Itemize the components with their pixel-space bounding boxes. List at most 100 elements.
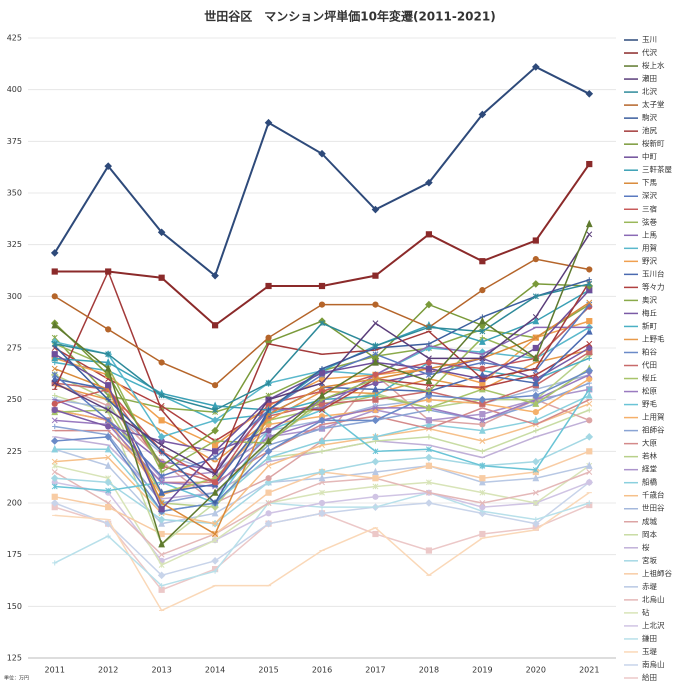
marker xyxy=(425,365,433,372)
marker xyxy=(585,461,593,469)
marker xyxy=(265,462,272,469)
marker xyxy=(265,282,272,290)
marker xyxy=(51,469,58,475)
marker xyxy=(157,433,166,441)
marker xyxy=(425,499,433,507)
marker xyxy=(265,436,272,445)
marker xyxy=(372,404,379,411)
marker xyxy=(319,380,325,387)
marker xyxy=(51,380,58,387)
marker xyxy=(586,299,593,306)
legend-label: 上祖師谷 xyxy=(642,568,672,578)
marker xyxy=(157,515,166,524)
marker xyxy=(425,420,433,428)
legend-label: 経堂 xyxy=(642,464,657,474)
marker xyxy=(372,385,379,393)
marker xyxy=(532,466,539,473)
marker xyxy=(532,378,540,387)
marker xyxy=(532,280,540,288)
marker xyxy=(265,489,272,496)
legend-label: 深沢 xyxy=(642,191,657,200)
marker xyxy=(318,149,326,158)
marker xyxy=(532,63,540,71)
legend-label: 上野毛 xyxy=(642,333,665,343)
y-tick-label: 350 xyxy=(7,189,22,198)
legend-label: 桜 xyxy=(642,542,650,552)
marker xyxy=(159,583,165,589)
legend-label: 成城 xyxy=(642,516,657,526)
marker xyxy=(425,178,433,187)
marker xyxy=(158,562,165,568)
marker xyxy=(371,416,380,425)
marker xyxy=(211,416,219,425)
marker xyxy=(425,547,433,554)
marker xyxy=(212,531,219,537)
legend-label: 若林 xyxy=(642,451,657,461)
marker xyxy=(372,504,379,510)
marker xyxy=(158,540,166,548)
marker xyxy=(425,417,433,424)
marker xyxy=(425,355,432,362)
marker xyxy=(211,382,219,389)
y-tick-label: 150 xyxy=(7,602,22,611)
marker xyxy=(212,568,218,574)
marker xyxy=(586,160,593,168)
marker xyxy=(52,423,58,430)
marker xyxy=(158,551,165,558)
legend-label: 砧 xyxy=(642,607,650,617)
marker xyxy=(585,89,594,98)
marker xyxy=(158,479,165,486)
marker xyxy=(479,448,485,454)
marker xyxy=(265,427,272,434)
marker xyxy=(532,416,540,424)
marker xyxy=(211,426,219,435)
marker xyxy=(532,457,540,466)
marker xyxy=(318,301,326,308)
marker xyxy=(104,478,112,487)
marker xyxy=(478,337,486,345)
marker xyxy=(264,118,273,127)
marker xyxy=(265,407,272,413)
marker xyxy=(265,453,272,461)
legend-label: 野毛 xyxy=(642,399,657,409)
marker xyxy=(159,448,165,454)
y-tick-label: 125 xyxy=(7,654,22,663)
legend-label: 中町 xyxy=(642,151,657,161)
x-tick-label: 2013 xyxy=(151,666,171,675)
marker xyxy=(585,433,594,441)
marker xyxy=(212,407,219,413)
marker xyxy=(265,396,272,403)
marker xyxy=(52,560,58,566)
marker xyxy=(372,530,379,538)
unit-note: 単位：万円 xyxy=(4,675,29,682)
y-tick-label: 300 xyxy=(7,292,22,301)
legend-label: 弦巻 xyxy=(642,216,657,226)
marker xyxy=(51,371,58,378)
legend-label: 千歳台 xyxy=(642,490,665,500)
marker xyxy=(211,271,219,280)
marker xyxy=(586,479,593,486)
marker xyxy=(425,403,433,412)
legend-label: 桜上水 xyxy=(642,60,665,70)
marker xyxy=(212,471,219,478)
marker xyxy=(212,454,219,461)
legend-label: 松原 xyxy=(642,386,657,396)
marker xyxy=(104,433,112,441)
marker xyxy=(212,500,218,506)
marker xyxy=(532,408,539,416)
y-tick-label: 375 xyxy=(7,137,22,146)
marker xyxy=(372,475,379,482)
marker xyxy=(372,448,379,455)
legend-label: 南烏山 xyxy=(642,659,665,669)
marker xyxy=(532,344,539,352)
marker xyxy=(158,359,165,366)
marker xyxy=(158,473,165,480)
marker xyxy=(104,162,112,170)
marker xyxy=(157,461,166,470)
marker xyxy=(533,428,539,434)
marker xyxy=(532,391,540,400)
marker xyxy=(532,237,539,244)
marker xyxy=(479,287,486,294)
legend-label: 下馬 xyxy=(642,178,657,187)
